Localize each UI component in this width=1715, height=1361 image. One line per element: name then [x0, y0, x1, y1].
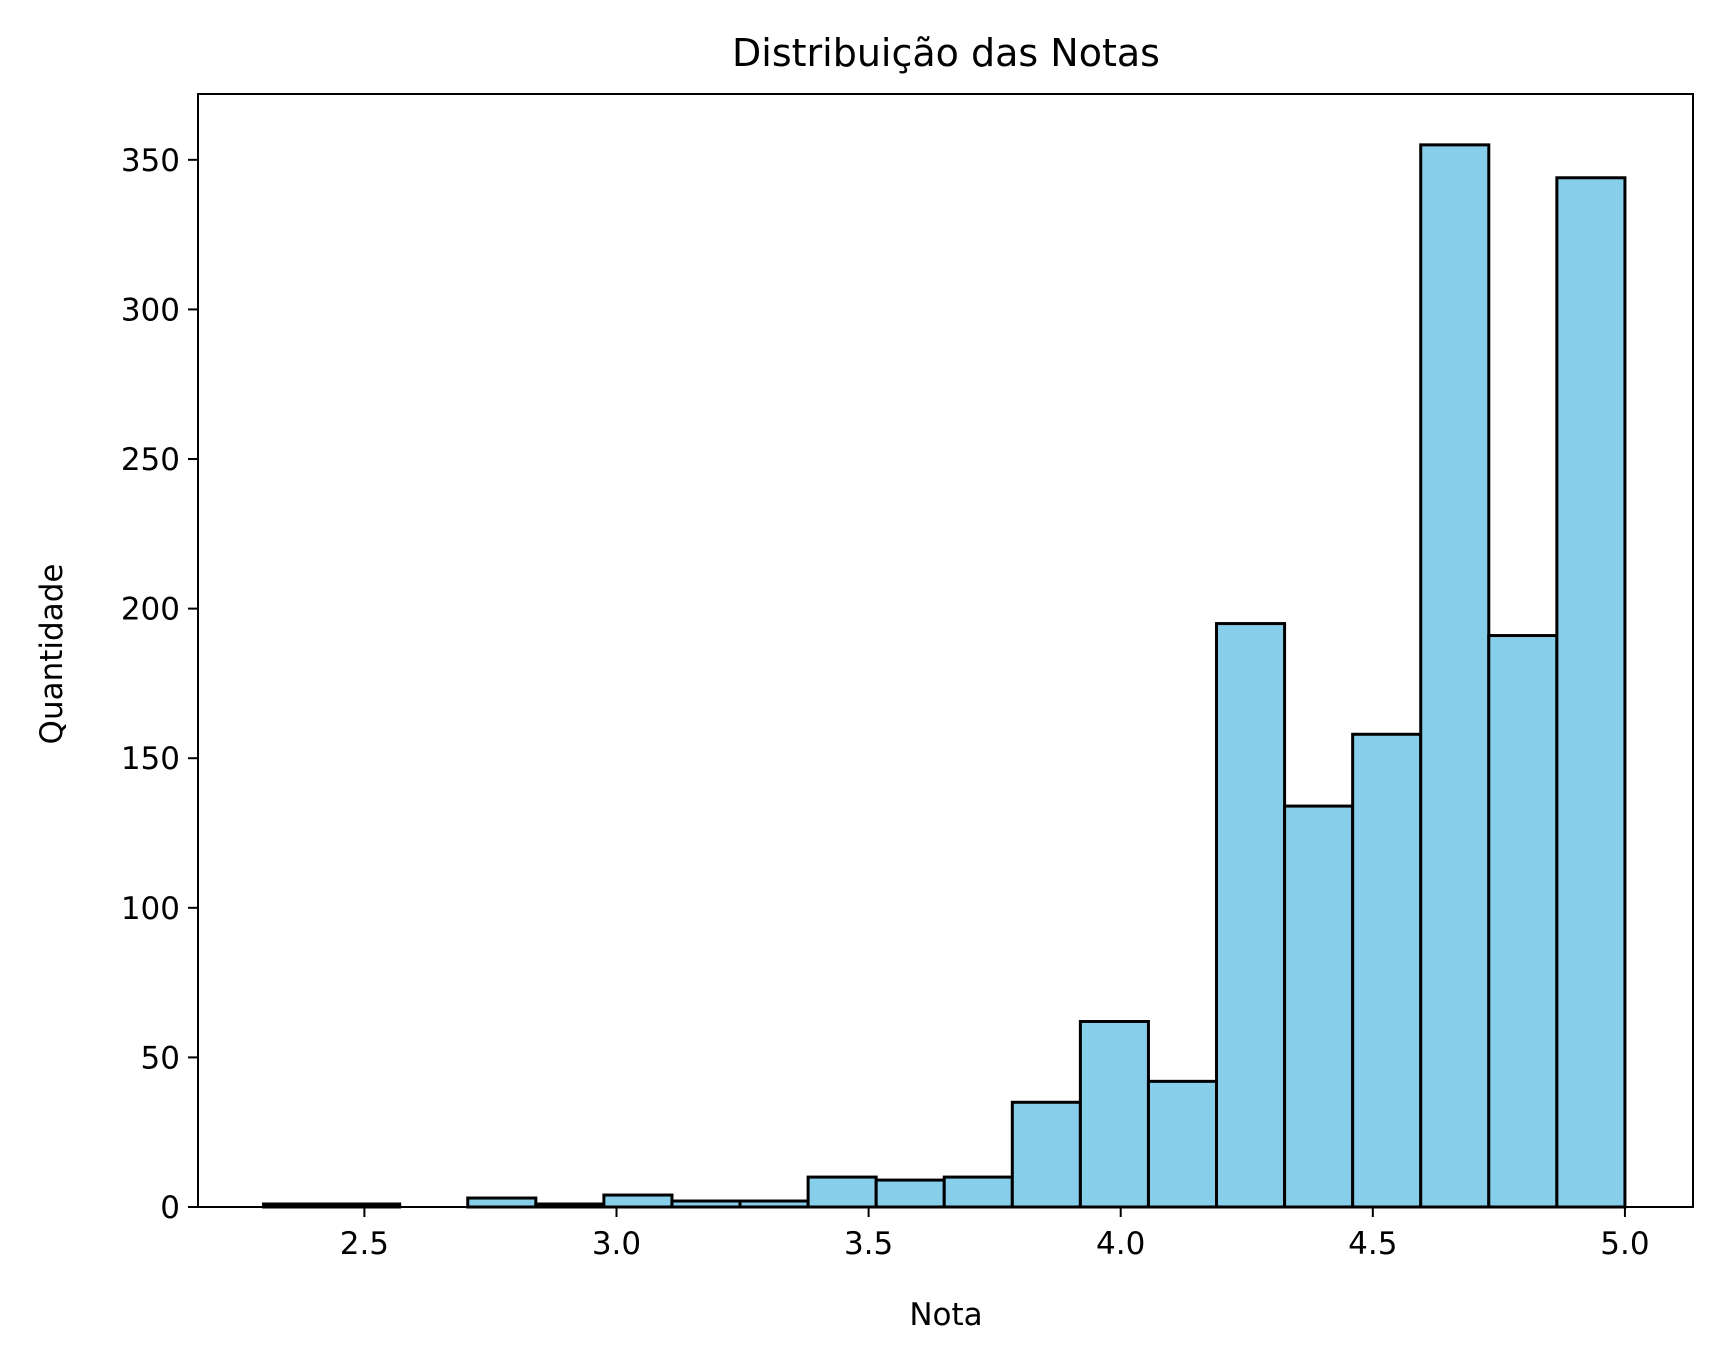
bars-group	[262, 143, 1627, 1209]
chart-title: Distribuição das Notas	[732, 31, 1160, 75]
plot-area-frame	[197, 93, 1694, 1208]
y-tick-label: 150	[121, 741, 180, 777]
y-tick-label: 50	[141, 1040, 180, 1076]
histogram-bar	[466, 1196, 538, 1209]
histogram-bar	[1555, 176, 1627, 1209]
y-tick-label: 350	[121, 143, 180, 179]
x-tick-label: 2.5	[340, 1226, 389, 1262]
histogram-bar	[874, 1178, 946, 1209]
histogram-bar	[806, 1175, 878, 1209]
y-tick-label: 0	[160, 1190, 180, 1226]
histogram-bar	[1419, 143, 1491, 1209]
y-tick-label: 250	[121, 442, 180, 478]
histogram-bar	[1487, 634, 1559, 1209]
x-tick-label: 3.5	[844, 1226, 893, 1262]
histogram-bar	[1351, 732, 1423, 1209]
histogram-bar	[1146, 1079, 1219, 1209]
histogram-bar	[1010, 1100, 1082, 1209]
x-tick-label: 4.5	[1348, 1226, 1397, 1262]
histogram-bar	[602, 1193, 674, 1209]
x-axis-label: Nota	[909, 1297, 982, 1333]
histogram-bar	[1215, 622, 1287, 1209]
histogram-bar	[942, 1175, 1014, 1209]
x-axis-ticks: 2.5 3.0 3.5 4.0 4.5 5.0	[340, 1207, 1650, 1262]
y-tick-label: 100	[121, 891, 180, 927]
histogram-bar	[1078, 1020, 1150, 1209]
x-tick-label: 5.0	[1600, 1226, 1649, 1262]
histogram-bar	[1283, 804, 1355, 1209]
x-tick-label: 3.0	[592, 1226, 641, 1262]
y-tick-label: 300	[121, 292, 180, 328]
y-axis-ticks: 0 50 100 150 200 250 300 350	[121, 143, 198, 1226]
x-tick-label: 4.0	[1096, 1226, 1145, 1262]
y-axis-label: Quantidade	[34, 564, 70, 745]
y-tick-label: 200	[121, 592, 180, 628]
